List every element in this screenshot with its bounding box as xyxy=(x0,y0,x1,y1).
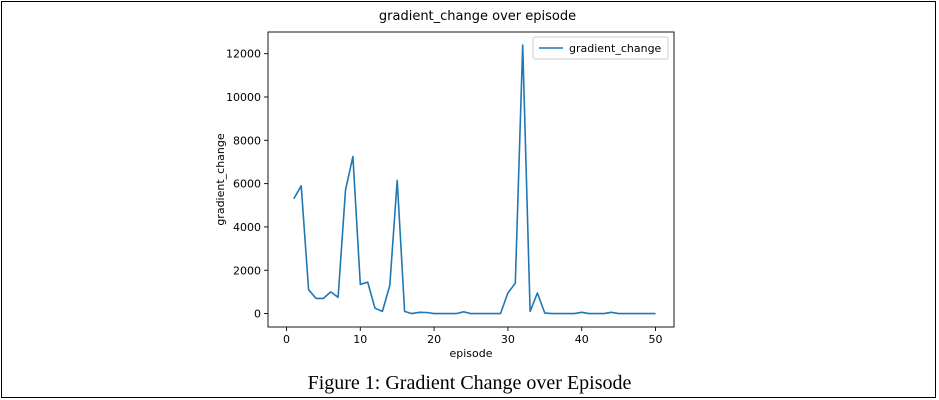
y-tick-label: 0 xyxy=(254,308,261,321)
y-tick-label: 8000 xyxy=(233,134,261,147)
legend-label: gradient_change xyxy=(569,42,662,55)
chart-series xyxy=(293,44,656,315)
y-axis-label: gradient_change xyxy=(214,133,227,226)
y-tick-label: 12000 xyxy=(226,48,261,61)
figure-caption: Figure 1: Gradient Change over Episode xyxy=(307,372,632,394)
series-line-gradient_change xyxy=(293,44,656,315)
x-tick-label: 20 xyxy=(427,333,441,346)
y-tick-label: 2000 xyxy=(233,264,261,277)
x-tick-label: 0 xyxy=(283,333,290,346)
chart-axes: 0 10 20 30 40 50 0 2000 4000 6000 8000 10000 12000 ep… xyxy=(214,31,675,360)
y-tick-label: 4000 xyxy=(233,221,261,234)
y-tick-label: 6000 xyxy=(233,178,261,191)
x-tick-label: 10 xyxy=(353,333,367,346)
line-chart: 0 10 20 30 40 50 0 2000 4000 6000 8000 10000 12000 ep… xyxy=(214,31,675,360)
legend-box xyxy=(532,36,669,60)
chart-legend: gradient_change xyxy=(532,36,669,60)
y-tick-label: 10000 xyxy=(226,91,261,104)
x-tick-label: 50 xyxy=(649,333,663,346)
x-axis-label: episode xyxy=(449,347,492,360)
plot-area-frame xyxy=(267,31,675,328)
chart-title: gradient_change over episode xyxy=(378,9,577,24)
x-tick-label: 30 xyxy=(501,333,515,346)
x-tick-label: 40 xyxy=(575,333,589,346)
